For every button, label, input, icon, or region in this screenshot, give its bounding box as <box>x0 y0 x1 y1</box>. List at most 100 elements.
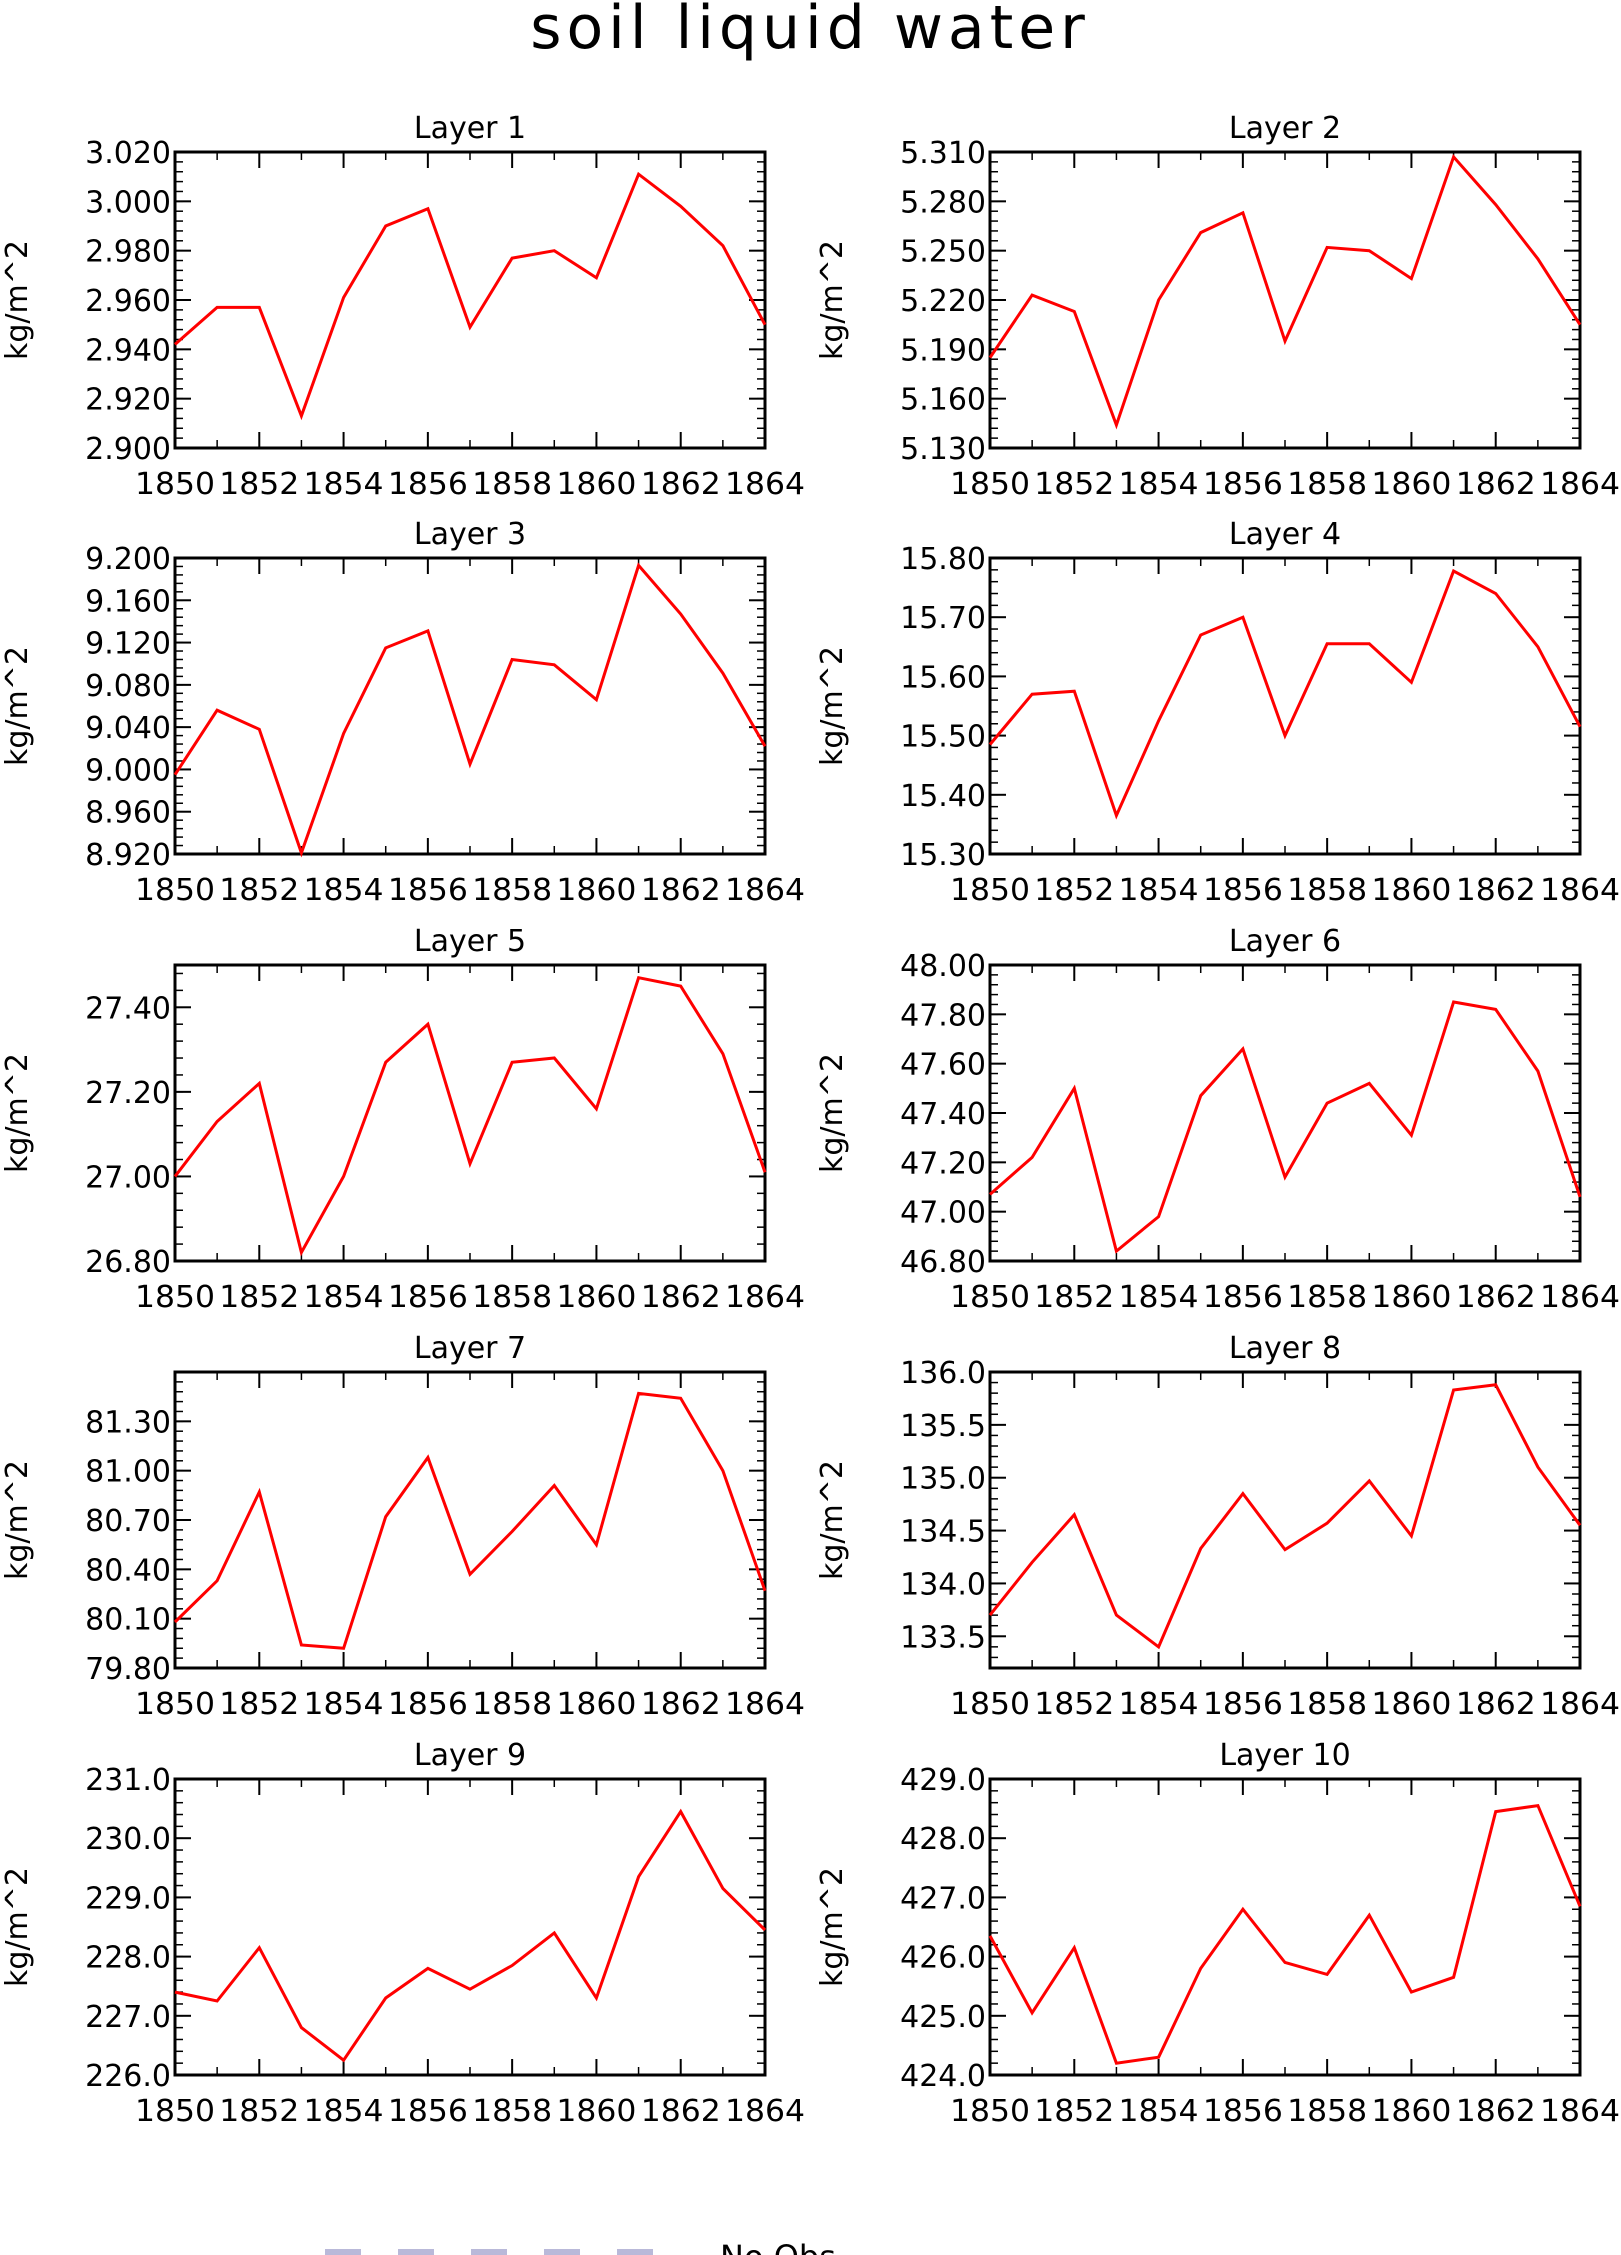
x-tick-label: 1850 <box>950 467 1030 502</box>
y-tick-label: 15.50 <box>900 720 986 755</box>
y-tick-label: 135.5 <box>900 1409 986 1444</box>
x-tick-label: 1864 <box>725 1687 805 1722</box>
y-tick-label: 9.080 <box>85 669 171 704</box>
x-tick-label: 1856 <box>388 873 468 908</box>
x-tick-label: 1856 <box>1203 1280 1283 1315</box>
series-line <box>174 171 767 421</box>
y-tick-label: 136.0 <box>900 1356 986 1391</box>
y-tick-label: 2.940 <box>85 333 171 368</box>
x-tick-label: 1856 <box>388 1280 468 1315</box>
x-tick-label: 1862 <box>1456 467 1536 502</box>
y-tick-label: 226.0 <box>85 2059 171 2094</box>
x-tick-label: 1856 <box>1203 1687 1283 1722</box>
x-tick-label: 1856 <box>388 1687 468 1722</box>
series-line <box>173 562 767 858</box>
x-tick-label: 1858 <box>472 873 552 908</box>
y-axis-label: kg/m^2 <box>0 240 35 360</box>
x-tick-label: 1852 <box>219 2094 299 2129</box>
y-tick-label: 47.00 <box>900 1196 986 1231</box>
x-tick-label: 1850 <box>135 1687 215 1722</box>
y-tick-label: 27.20 <box>85 1076 171 1111</box>
y-tick-label: 15.40 <box>900 779 986 814</box>
y-tick-label: 426.0 <box>900 1941 986 1976</box>
x-tick-label: 1864 <box>725 467 805 502</box>
figure-title: soil liquid water <box>530 0 1090 63</box>
y-tick-label: 2.960 <box>85 284 171 319</box>
y-tick-label: 134.0 <box>900 1567 986 1602</box>
panel-7: Layer 7 79.80 80.10 80.40 80.70 81.00 81.30 185… <box>0 1331 805 1722</box>
panels: Layer 1 2.900 2.920 2.940 2.960 2.980 3.000 3.0… <box>0 111 1620 2129</box>
x-tick-label: 1854 <box>304 1687 384 1722</box>
y-tick-label: 47.60 <box>900 1048 986 1083</box>
x-tick-label: 1864 <box>725 873 805 908</box>
y-tick-label: 429.0 <box>900 1763 986 1798</box>
y-tick-label: 79.80 <box>85 1652 171 1687</box>
plot-frame <box>173 1370 767 1670</box>
x-tick-label: 1862 <box>1456 2094 1536 2129</box>
x-tick-label: 1858 <box>1287 1687 1367 1722</box>
y-tick-label: 3.020 <box>85 136 171 171</box>
y-tick-label: 9.040 <box>85 711 171 746</box>
x-tick-label: 1854 <box>1119 873 1199 908</box>
y-axis-label: kg/m^2 <box>815 646 850 766</box>
x-tick-label: 1860 <box>1371 1280 1451 1315</box>
x-tick-label: 1860 <box>556 1687 636 1722</box>
x-tick-label: 1852 <box>1034 2094 1114 2129</box>
series-line <box>988 1803 1582 2065</box>
y-axis-label: kg/m^2 <box>815 1460 850 1580</box>
x-tick-label: 1858 <box>472 1280 552 1315</box>
x-tick-label: 1860 <box>556 467 636 502</box>
x-tick-label: 1854 <box>304 1280 384 1315</box>
panel-1: Layer 1 2.900 2.920 2.940 2.960 2.980 3.000 3.0… <box>0 111 805 502</box>
panel-title: Layer 3 <box>414 517 526 552</box>
x-tick-label: 1860 <box>1371 1687 1451 1722</box>
y-tick-label: 428.0 <box>900 1822 986 1857</box>
panel-8: Layer 8 133.5 134.0 134.5 135.0 135.5 136.0 185… <box>815 1331 1620 1722</box>
y-tick-label: 47.40 <box>900 1097 986 1132</box>
x-tick-label: 1858 <box>472 1687 552 1722</box>
x-tick-label: 1862 <box>641 2094 721 2129</box>
x-tick-label: 1862 <box>1456 1687 1536 1722</box>
x-tick-label: 1864 <box>725 1280 805 1315</box>
x-tick-label: 1858 <box>1287 2094 1367 2129</box>
y-tick-label: 5.250 <box>900 235 986 270</box>
y-tick-label: 9.000 <box>85 753 171 788</box>
x-tick-label: 1862 <box>641 873 721 908</box>
plot-frame <box>173 556 767 856</box>
y-axis-label: kg/m^2 <box>0 646 35 766</box>
y-tick-label: 228.0 <box>85 1941 171 1976</box>
panel-title: Layer 7 <box>414 1331 526 1366</box>
y-tick-label: 229.0 <box>85 1881 171 1916</box>
y-axis-label: kg/m^2 <box>0 1053 35 1173</box>
panel-title: Layer 2 <box>1229 111 1341 146</box>
y-tick-label: 81.00 <box>85 1455 171 1490</box>
y-tick-label: 8.960 <box>85 796 171 831</box>
y-tick-label: 5.190 <box>900 333 986 368</box>
panel-title: Layer 8 <box>1229 1331 1341 1366</box>
panel-title: Layer 9 <box>414 1738 526 1773</box>
x-tick-label: 1860 <box>556 1280 636 1315</box>
x-tick-label: 1862 <box>1456 873 1536 908</box>
x-tick-label: 1862 <box>641 1280 721 1315</box>
x-tick-label: 1864 <box>1540 1280 1620 1315</box>
x-tick-label: 1852 <box>219 467 299 502</box>
x-tick-label: 1860 <box>556 873 636 908</box>
x-tick-label: 1854 <box>1119 1280 1199 1315</box>
x-tick-label: 1850 <box>950 1280 1030 1315</box>
y-tick-label: 5.160 <box>900 383 986 418</box>
x-tick-label: 1858 <box>1287 873 1367 908</box>
plot-frame <box>988 1370 1582 1670</box>
y-tick-label: 15.80 <box>900 542 986 577</box>
y-tick-label: 424.0 <box>900 2059 986 2094</box>
series-line <box>173 1391 767 1650</box>
x-tick-label: 1856 <box>1203 2094 1283 2129</box>
x-tick-label: 1850 <box>135 873 215 908</box>
y-tick-label: 80.70 <box>85 1504 171 1539</box>
y-tick-label: 425.0 <box>900 2000 986 2035</box>
x-tick-label: 1856 <box>388 467 468 502</box>
series-line <box>173 975 767 1257</box>
y-tick-label: 26.80 <box>85 1245 171 1280</box>
y-axis-label: kg/m^2 <box>815 1053 850 1173</box>
y-tick-label: 80.10 <box>85 1603 171 1638</box>
y-tick-label: 5.130 <box>900 432 986 467</box>
